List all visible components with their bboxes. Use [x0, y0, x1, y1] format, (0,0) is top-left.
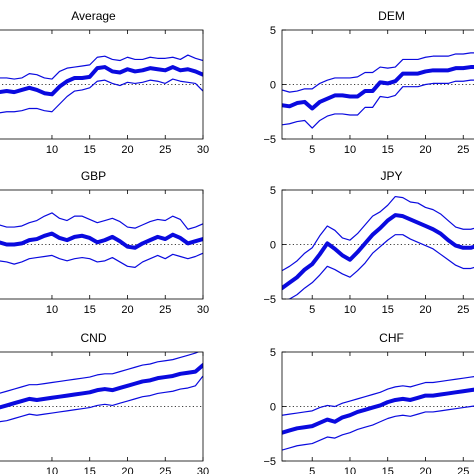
panel-dem: DEM 5 10 15 20 25 5 0 −5	[263, 9, 474, 156]
series-line-mean	[282, 213, 474, 291]
series-line-upper	[0, 54, 203, 80]
series-line-upper	[282, 376, 474, 416]
y-tick-label: −5	[263, 456, 276, 468]
series-line-mean	[0, 65, 203, 97]
x-tick-label: 20	[121, 144, 133, 156]
x-tick-label: 10	[46, 144, 58, 156]
x-tick-label: 15	[382, 466, 394, 474]
x-tick-label: 20	[419, 466, 431, 474]
series-line-mean	[282, 387, 474, 435]
x-tick-label: 30	[197, 466, 209, 474]
x-tick-label: 15	[382, 144, 394, 156]
x-tick-label: 10	[344, 144, 356, 156]
y-tick-label: 0	[270, 402, 276, 414]
plot-frame	[0, 351, 204, 462]
y-tick-label: 0	[270, 80, 276, 92]
y-tick-label: 0	[270, 240, 276, 252]
panel-title: DEM	[378, 9, 405, 23]
x-tick-label: 25	[159, 144, 171, 156]
panel-chf: CHF 5 10 15 20 25 5 0 −5	[263, 331, 474, 474]
x-tick-label: 10	[46, 466, 58, 474]
series-line-lower	[0, 375, 203, 423]
panel-title: CND	[81, 331, 107, 345]
series-line-upper	[282, 195, 474, 272]
series-line-lower	[287, 234, 474, 299]
y-tick-label: −5	[263, 294, 276, 306]
y-tick-label: 5	[270, 185, 276, 197]
x-tick-label: 25	[159, 466, 171, 474]
panel-title: JPY	[380, 169, 402, 183]
x-tick-label: 15	[84, 144, 96, 156]
series-line-upper	[282, 52, 474, 93]
panel-gbp: GBP 10 15 20 25 30	[0, 169, 209, 316]
x-tick-label: 25	[159, 304, 171, 316]
series-line-lower	[0, 252, 203, 268]
x-tick-label: 25	[457, 144, 469, 156]
x-tick-label: 10	[344, 304, 356, 316]
series-line-mean	[282, 65, 474, 111]
x-tick-label: 20	[121, 304, 133, 316]
series-line-mean	[0, 231, 203, 250]
x-tick-label: 5	[309, 304, 315, 316]
panel-jpy: JPY 5 10 15 20 25 5 0 −5	[263, 169, 474, 316]
x-tick-label: 30	[197, 304, 209, 316]
x-tick-label: 20	[419, 304, 431, 316]
series-line-mean	[0, 363, 203, 410]
panel-title: CHF	[379, 331, 404, 345]
y-tick-label: −5	[263, 134, 276, 146]
x-tick-label: 15	[84, 304, 96, 316]
panel-average: Average 10 15 20 25 30	[0, 9, 209, 156]
x-tick-label: 10	[344, 466, 356, 474]
x-tick-label: 15	[382, 304, 394, 316]
x-tick-label: 15	[84, 466, 96, 474]
series-line-lower	[0, 78, 203, 114]
x-tick-label: 20	[121, 466, 133, 474]
y-tick-label: 5	[270, 347, 276, 359]
series-line-upper	[0, 212, 203, 230]
x-tick-label: 20	[419, 144, 431, 156]
x-tick-label: 30	[197, 144, 209, 156]
x-tick-label: 10	[46, 304, 58, 316]
panel-title: GBP	[81, 169, 106, 183]
panel-cnd: CND 10 15 20 25 30	[0, 331, 209, 474]
series-line-upper	[0, 352, 200, 394]
plot-frame	[0, 189, 204, 300]
series-line-lower	[282, 79, 474, 129]
x-tick-label: 25	[457, 466, 469, 474]
series-line-lower	[282, 405, 474, 451]
plot-frame	[0, 29, 204, 140]
panel-title: Average	[71, 9, 116, 23]
x-tick-label: 25	[457, 304, 469, 316]
x-tick-label: 5	[309, 466, 315, 474]
y-tick-label: 5	[270, 25, 276, 37]
x-tick-label: 5	[309, 144, 315, 156]
